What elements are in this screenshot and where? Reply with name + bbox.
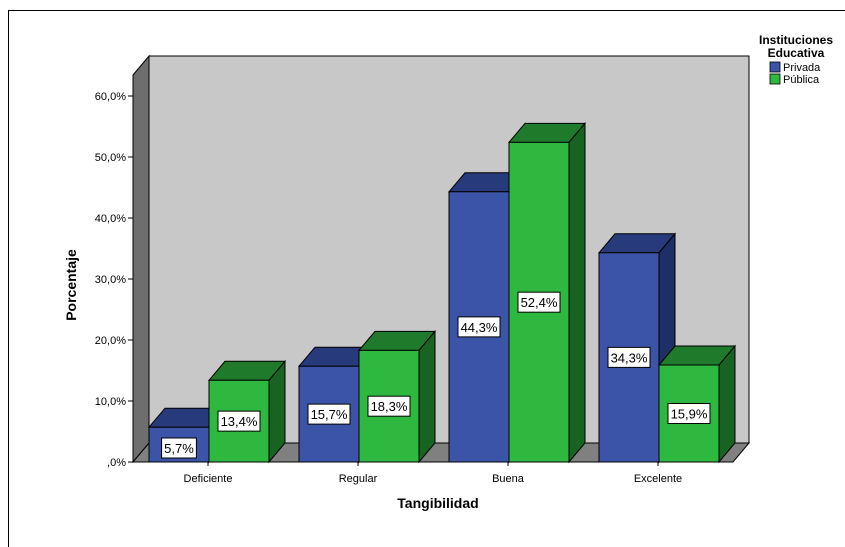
y-axis: ,0% 10,0% 20,0% 30,0% 40,0% 50,0% 60,0% — [95, 75, 134, 469]
data-label-text: 52,4% — [521, 295, 558, 310]
data-label-privada: 5,7% — [161, 437, 197, 459]
data-label-text: 15,9% — [671, 407, 708, 422]
side-wall — [132, 54, 150, 464]
data-label-box — [457, 316, 501, 338]
legend: Instituciones Educativa Privada Pública — [759, 33, 833, 86]
data-label-box — [217, 410, 261, 432]
legend-swatch-privada — [769, 61, 781, 73]
data-label-box — [367, 395, 411, 417]
y-axis-title: Porcentaje — [63, 249, 79, 321]
x-axis: Deficiente Regular Buena Excelente — [133, 461, 733, 485]
data-label-publica: 15,9% — [667, 403, 711, 425]
y-tick-label: 30,0% — [95, 274, 126, 286]
data-label-text: 34,3% — [611, 350, 648, 365]
legend-title-line-2: Educativa — [768, 46, 825, 60]
x-axis-title: Tangibilidad — [397, 495, 478, 511]
data-label-box — [161, 437, 197, 459]
y-tick-label: 60,0% — [95, 91, 126, 103]
data-label-publica: 52,4% — [517, 291, 561, 313]
data-label-box — [307, 403, 351, 425]
data-label-publica: 13,4% — [217, 410, 261, 432]
data-label-box — [667, 403, 711, 425]
data-label-privada: 34,3% — [607, 346, 651, 368]
data-label-text: 18,3% — [371, 399, 408, 414]
data-label-publica: 18,3% — [367, 395, 411, 417]
bar-side-face — [718, 344, 736, 464]
bar-side-face — [418, 330, 436, 464]
legend-title-line-1: Instituciones — [759, 33, 833, 47]
bars: 5,7% 13,4% 15,7% 18,3% 44,3% 52,4% 34,3% 15,9% — [147, 121, 737, 464]
data-label-text: 15,7% — [311, 407, 348, 422]
legend-label-publica: Pública — [783, 74, 820, 86]
data-label-privada: 44,3% — [457, 316, 501, 338]
y-tick-label: 20,0% — [95, 335, 126, 347]
data-label-box — [517, 291, 561, 313]
data-label-privada: 15,7% — [307, 403, 351, 425]
x-tick-label: Regular — [339, 473, 378, 485]
legend-swatch-publica — [769, 73, 781, 85]
y-tick-label: ,0% — [107, 457, 126, 469]
y-tick-label: 40,0% — [95, 213, 126, 225]
data-label-text: 13,4% — [221, 414, 258, 429]
x-tick-label: Excelente — [634, 473, 682, 485]
data-label-text: 44,3% — [461, 320, 498, 335]
legend-label-privada: Privada — [783, 62, 821, 74]
y-tick-label: 50,0% — [95, 152, 126, 164]
data-label-box — [607, 346, 651, 368]
data-label-text: 5,7% — [164, 441, 194, 456]
x-tick-label: Buena — [492, 473, 525, 485]
y-tick-label: 10,0% — [95, 396, 126, 408]
x-tick-label: Deficiente — [184, 473, 233, 485]
bar-side-face — [568, 121, 586, 464]
